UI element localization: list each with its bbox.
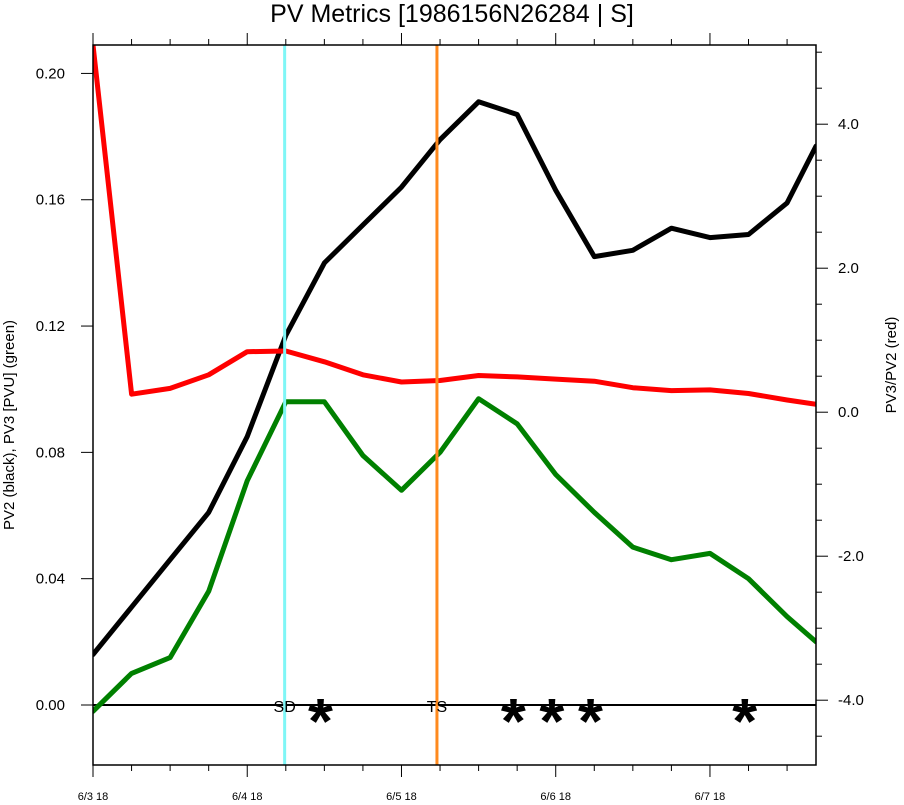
right-tick-label: 0.0 (838, 404, 859, 421)
star-marker: * (578, 685, 603, 757)
left-tick-label: 0.20 (36, 65, 65, 82)
left-tick-label: 0.16 (36, 192, 65, 209)
star-marker: * (308, 685, 333, 757)
chart-title: PV Metrics [1986156N26284 | S] (270, 0, 634, 28)
right-tick-label: -2.0 (838, 548, 864, 565)
star-marker: * (539, 685, 564, 757)
series-lines (93, 45, 816, 714)
left-tick-label: 0.08 (36, 444, 65, 461)
x-tick-label: 6/7 18 (695, 791, 726, 803)
x-tick-label: 6/4 18 (232, 791, 263, 803)
star-marker: * (732, 685, 757, 757)
axes: 0.00 0.04 0.08 0.12 0.16 0.20 -4.0 -2.0 0.0 2.0 4.… (36, 33, 864, 803)
right-tick-label: 2.0 (838, 260, 859, 277)
event-label-sd: SD (274, 699, 296, 716)
event-label-ts: TS (427, 699, 447, 716)
right-tick-label: -4.0 (838, 692, 864, 709)
star-marker: * (501, 685, 526, 757)
event-markers: SD TS* * * * * (274, 45, 757, 765)
left-tick-label: 0.04 (36, 571, 65, 588)
x-tick-label: 6/5 18 (386, 791, 417, 803)
x-tick-label: 6/3 18 (78, 791, 109, 803)
series-line-0 (93, 99, 816, 657)
right-tick-label: 4.0 (838, 116, 859, 133)
series-line-1 (93, 396, 816, 714)
left-tick-label: 0.00 (36, 697, 65, 714)
left-axis-title: PV2 (black), PV3 [PVU] (green) (1, 320, 18, 530)
plot-frame (92, 44, 817, 766)
right-axis-title: PV3/PV2 (red) (883, 317, 900, 414)
left-tick-label: 0.12 (36, 318, 65, 335)
series-line-2 (93, 45, 816, 407)
x-tick-label: 6/6 18 (540, 791, 571, 803)
